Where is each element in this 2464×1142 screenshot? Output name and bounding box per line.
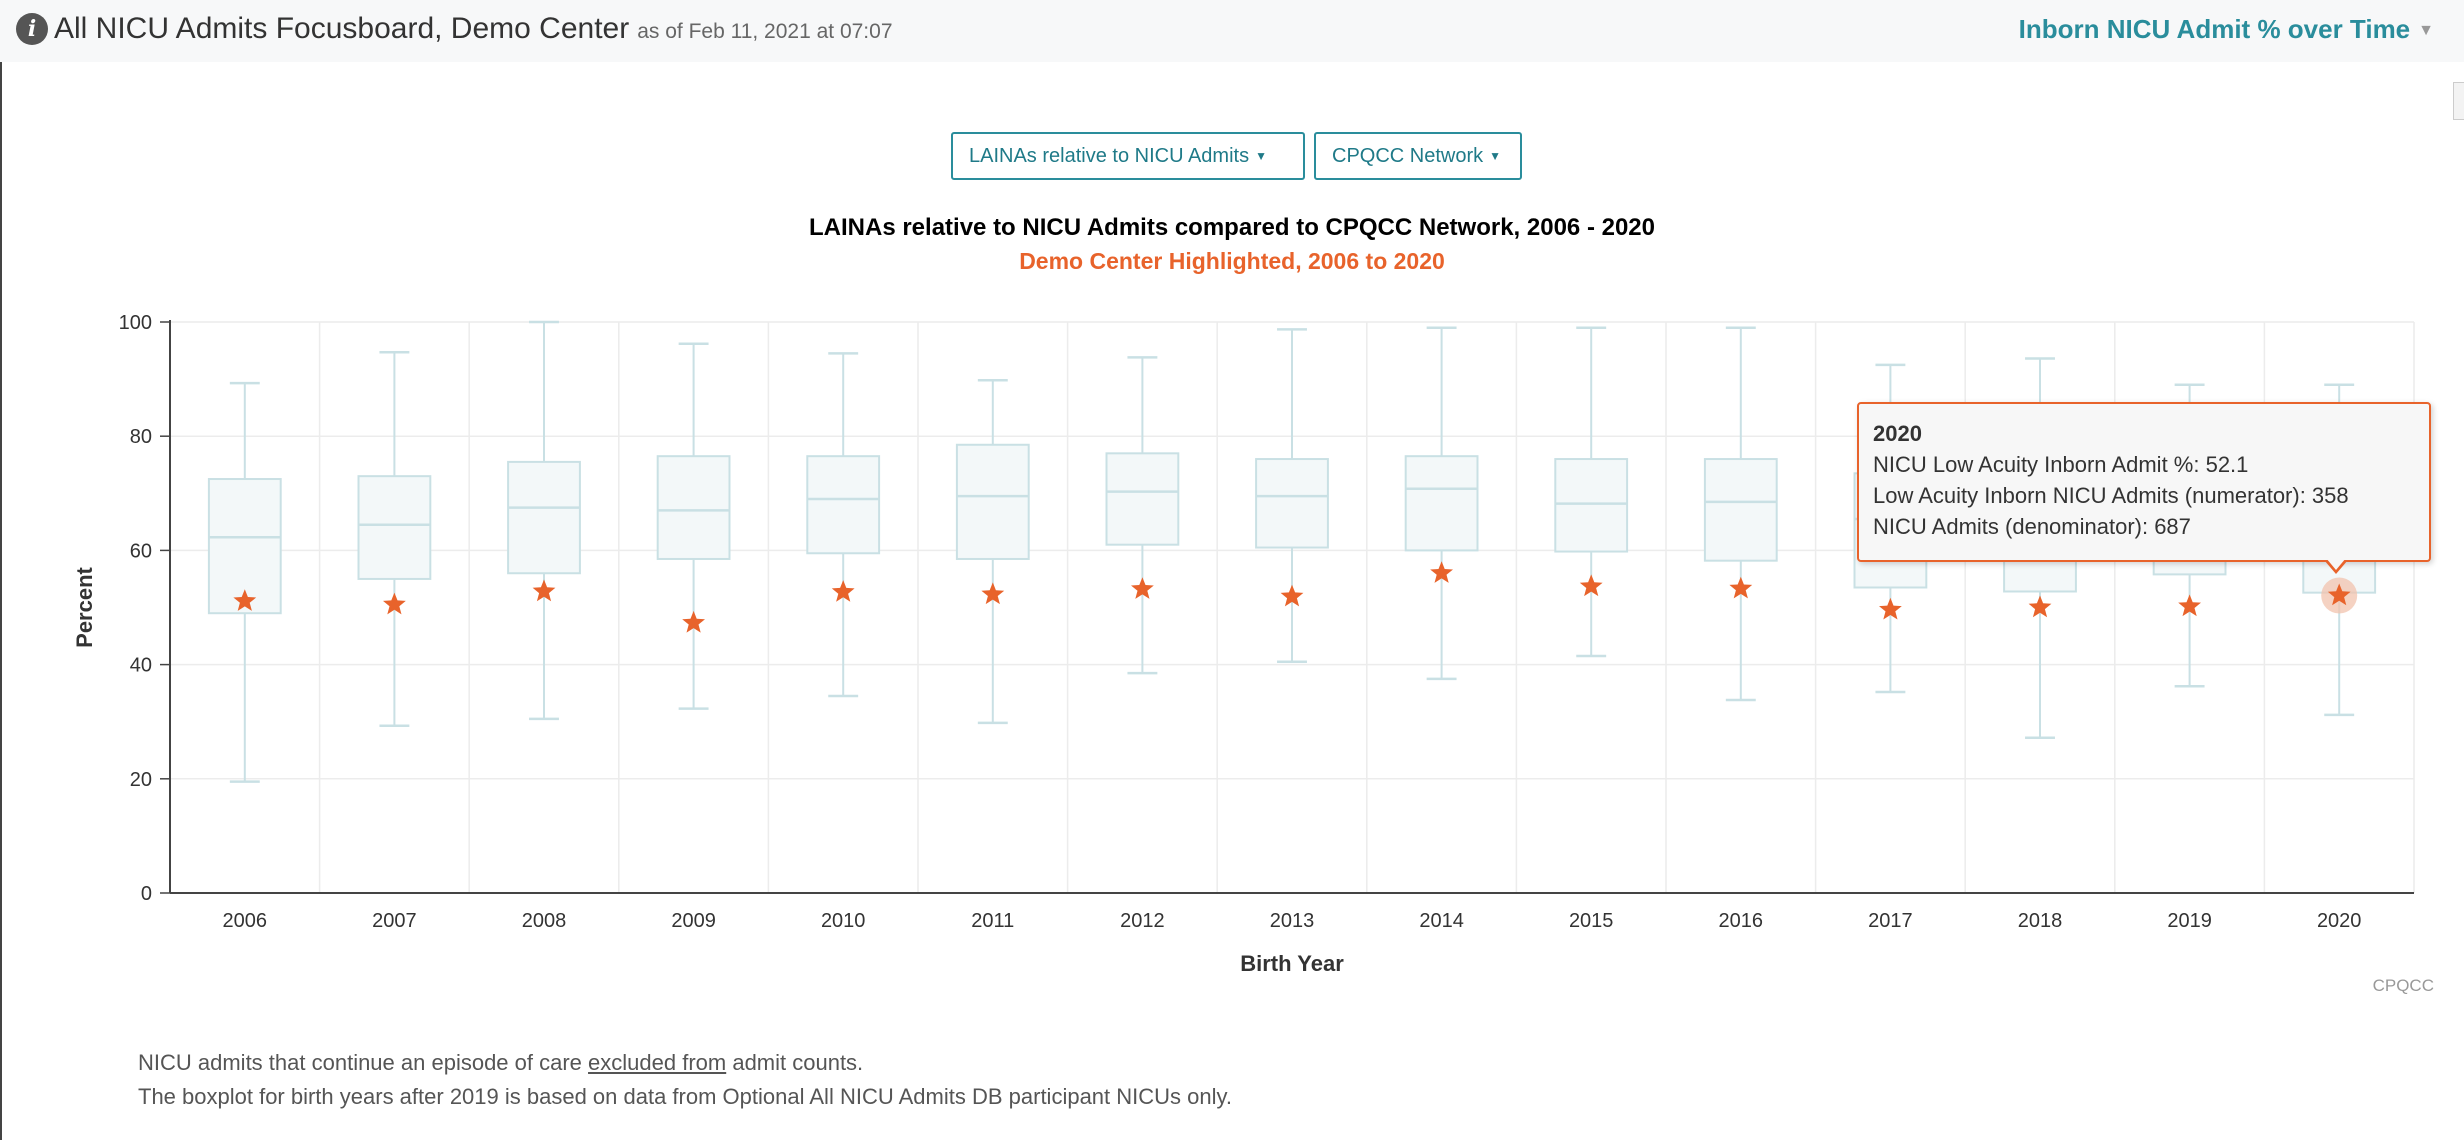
scrollbar[interactable] xyxy=(2453,82,2464,120)
x-tick-label: 2010 xyxy=(821,910,866,932)
x-tick-label: 2018 xyxy=(2018,910,2063,932)
demo-center-star xyxy=(1280,584,1304,607)
x-tick-label: 2013 xyxy=(1270,910,1315,932)
demo-center-star xyxy=(233,589,257,611)
demo-center-star xyxy=(682,610,705,633)
y-tick-label: 40 xyxy=(130,655,152,677)
y-tick-label: 80 xyxy=(130,426,152,448)
x-tick-label: 2015 xyxy=(1569,910,1614,932)
boxplot-2014 xyxy=(1404,326,1479,681)
tooltip-year: 2020 xyxy=(1873,421,1922,446)
tooltip-line: Low Acuity Inborn NICU Admits (numerator… xyxy=(1873,483,2349,508)
y-tick-label: 100 xyxy=(119,312,152,334)
demo-center-star xyxy=(1729,576,1753,599)
caret-down-icon: ▼ xyxy=(1489,149,1502,163)
focusboard-header: i All NICU Admits Focusboard, Demo Cente… xyxy=(0,0,2464,62)
chart-credit[interactable]: CPQCC xyxy=(2372,976,2434,995)
measure-dropdown-label: LAINAs relative to NICU Admits xyxy=(969,145,1250,167)
box-iqr xyxy=(1255,458,1329,549)
demo-center-star xyxy=(1579,574,1603,597)
network-dropdown[interactable]: CPQCC Network ▼ xyxy=(1314,132,1522,180)
footnote-text: admit counts. xyxy=(726,1050,864,1075)
x-tick-label: 2008 xyxy=(522,910,567,932)
measure-dropdown[interactable]: LAINAs relative to NICU Admits ▼ xyxy=(951,132,1305,180)
chart-subtitle: Demo Center Highlighted, 2006 to 2020 xyxy=(1019,248,1445,274)
box-iqr xyxy=(955,443,1030,560)
x-tick-label: 2012 xyxy=(1120,910,1165,932)
footnote-text: NICU admits that continue an episode of … xyxy=(138,1050,589,1075)
tooltip-line: NICU Low Acuity Inborn Admit %: 52.1 xyxy=(1873,452,2249,477)
y-tick-label: 60 xyxy=(130,540,152,562)
y-axis-title: Percent xyxy=(72,566,97,647)
boxplot-2013 xyxy=(1255,328,1329,663)
view-selector-label: Inborn NICU Admit % over Time xyxy=(2018,14,2411,44)
caret-down-icon: ▼ xyxy=(1255,149,1267,163)
footnote-episode: NICU admits that continue an episode of … xyxy=(138,1050,863,1076)
demo-center-star xyxy=(981,582,1005,605)
x-tick-label: 2011 xyxy=(971,910,1014,932)
tooltip-line: NICU Admits (denominator): 687 xyxy=(1873,514,2191,539)
tooltip-pointer-fill xyxy=(2326,558,2346,570)
boxplot-2011 xyxy=(955,378,1030,725)
boxplot-2016 xyxy=(1703,326,1778,702)
box-iqr xyxy=(1554,458,1629,553)
chart-title: LAINAs relative to NICU Admits compared … xyxy=(809,214,1655,241)
x-tick-label: 2020 xyxy=(2317,910,2362,932)
demo-center-star xyxy=(2327,583,2351,606)
y-tick-label: 20 xyxy=(130,769,152,791)
demo-center-star xyxy=(831,580,855,602)
x-tick-label: 2009 xyxy=(671,910,716,932)
x-tick-label: 2017 xyxy=(1868,910,1913,932)
demo-center-star xyxy=(532,579,556,602)
boxplot-2015 xyxy=(1554,326,1629,658)
demo-center-star xyxy=(2028,595,2052,618)
y-tick-label: 0 xyxy=(141,883,152,905)
chevron-down-icon: ▼ xyxy=(2418,22,2434,40)
x-tick-label: 2006 xyxy=(223,910,268,932)
boxplot-2006 xyxy=(207,381,282,783)
x-tick-label: 2016 xyxy=(1719,910,1764,932)
box-iqr xyxy=(357,475,432,580)
x-tick-label: 2014 xyxy=(1419,910,1464,932)
boxplot-2009 xyxy=(656,342,731,710)
network-dropdown-label: CPQCC Network xyxy=(1332,145,1484,167)
focusboard-title: All NICU Admits Focusboard, Demo Center xyxy=(54,12,630,45)
boxplot-2007 xyxy=(357,351,432,727)
box-iqr xyxy=(1703,458,1778,562)
box-iqr xyxy=(806,455,881,555)
x-tick-label: 2019 xyxy=(2167,910,2212,932)
view-selector-dropdown[interactable]: Inborn NICU Admit % over Time ▼ xyxy=(2019,14,2434,45)
box-iqr xyxy=(1105,452,1180,546)
excluded-from-link[interactable]: excluded from xyxy=(588,1050,727,1075)
x-axis-title: Birth Year xyxy=(1240,951,1344,976)
box-iqr xyxy=(1404,455,1479,552)
boxplot-2012 xyxy=(1105,356,1180,675)
demo-center-star xyxy=(2178,594,2201,617)
demo-center-star xyxy=(383,592,406,615)
info-icon[interactable]: i xyxy=(16,13,48,45)
footnote-boxplot: The boxplot for birth years after 2019 i… xyxy=(138,1084,1232,1109)
data-tooltip: 2020 NICU Low Acuity Inborn Admit %: 52.… xyxy=(1857,402,2431,562)
demo-center-star xyxy=(1879,597,1902,620)
boxplot-2010 xyxy=(806,352,881,698)
box-iqr xyxy=(507,460,581,575)
x-tick-label: 2007 xyxy=(372,910,417,932)
box-iqr xyxy=(656,455,731,560)
demo-center-star xyxy=(1131,577,1154,599)
as-of-timestamp: as of Feb 11, 2021 at 07:07 xyxy=(637,20,893,43)
demo-center-star xyxy=(1430,561,1453,583)
page-title: All NICU Admits Focusboard, Demo Center a… xyxy=(54,12,893,46)
boxplot-2008 xyxy=(507,320,581,721)
